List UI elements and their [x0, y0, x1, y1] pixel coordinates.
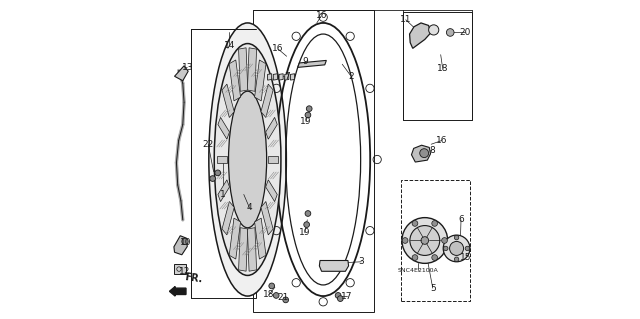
Ellipse shape — [454, 257, 459, 262]
Ellipse shape — [412, 255, 418, 260]
Polygon shape — [268, 74, 272, 80]
Ellipse shape — [228, 91, 267, 228]
Text: 19: 19 — [300, 117, 312, 126]
Ellipse shape — [209, 23, 286, 296]
Text: 22: 22 — [203, 140, 214, 149]
Ellipse shape — [214, 44, 281, 275]
Text: 11: 11 — [400, 15, 412, 24]
Ellipse shape — [269, 283, 275, 289]
Text: 18: 18 — [437, 63, 449, 72]
Ellipse shape — [429, 25, 439, 35]
Polygon shape — [266, 180, 277, 202]
Polygon shape — [255, 60, 266, 101]
Text: 16: 16 — [436, 136, 448, 145]
Polygon shape — [218, 180, 230, 202]
Polygon shape — [218, 117, 230, 139]
Text: 18: 18 — [264, 290, 275, 299]
Text: 8: 8 — [429, 146, 435, 155]
Polygon shape — [410, 23, 431, 48]
Text: 7: 7 — [284, 72, 290, 81]
Polygon shape — [175, 66, 188, 81]
Ellipse shape — [304, 222, 310, 227]
Polygon shape — [229, 218, 241, 259]
Polygon shape — [229, 60, 241, 101]
Polygon shape — [319, 261, 349, 271]
Ellipse shape — [337, 296, 343, 301]
Text: 14: 14 — [224, 41, 235, 50]
Text: 2: 2 — [348, 72, 354, 81]
Polygon shape — [174, 264, 186, 274]
Polygon shape — [222, 84, 234, 117]
Polygon shape — [248, 228, 257, 271]
Text: 15: 15 — [460, 253, 472, 262]
Ellipse shape — [420, 149, 429, 158]
Ellipse shape — [305, 112, 311, 118]
Ellipse shape — [182, 238, 188, 245]
Polygon shape — [412, 145, 431, 162]
Text: 19: 19 — [299, 228, 310, 237]
Ellipse shape — [283, 297, 289, 303]
Text: SNC4E2100A: SNC4E2100A — [397, 268, 438, 272]
Ellipse shape — [305, 211, 311, 216]
Ellipse shape — [444, 235, 470, 262]
Bar — [403, 12, 472, 120]
Polygon shape — [279, 74, 283, 80]
Polygon shape — [239, 228, 248, 271]
FancyArrow shape — [170, 286, 186, 296]
Polygon shape — [261, 84, 273, 117]
Ellipse shape — [447, 29, 454, 36]
Text: 6: 6 — [458, 215, 464, 224]
Polygon shape — [285, 74, 289, 80]
Polygon shape — [218, 156, 227, 163]
Ellipse shape — [402, 218, 447, 263]
Ellipse shape — [412, 220, 418, 226]
Polygon shape — [268, 156, 278, 163]
Ellipse shape — [432, 255, 438, 260]
Polygon shape — [248, 48, 257, 91]
Text: 9: 9 — [303, 57, 308, 66]
Ellipse shape — [444, 246, 448, 251]
Text: 17: 17 — [341, 292, 353, 300]
Ellipse shape — [465, 246, 470, 251]
Ellipse shape — [215, 170, 221, 176]
Text: 3: 3 — [358, 257, 364, 266]
Bar — [191, 29, 257, 298]
Text: 16: 16 — [273, 44, 284, 54]
Polygon shape — [222, 202, 234, 235]
Text: FR.: FR. — [184, 272, 204, 285]
Ellipse shape — [307, 106, 312, 112]
Polygon shape — [291, 74, 294, 80]
Polygon shape — [266, 117, 277, 139]
Bar — [253, 10, 374, 312]
Ellipse shape — [432, 220, 438, 226]
Polygon shape — [174, 236, 188, 255]
Ellipse shape — [335, 293, 341, 298]
Text: 16: 16 — [316, 11, 327, 20]
Ellipse shape — [403, 238, 408, 243]
Polygon shape — [255, 218, 266, 259]
Text: 12: 12 — [179, 267, 191, 276]
Ellipse shape — [273, 293, 279, 298]
Polygon shape — [239, 48, 248, 91]
Ellipse shape — [421, 237, 429, 244]
Ellipse shape — [210, 176, 216, 182]
Text: 1: 1 — [220, 190, 226, 199]
Ellipse shape — [410, 226, 440, 256]
Ellipse shape — [442, 238, 447, 243]
Ellipse shape — [454, 235, 459, 240]
Text: 5: 5 — [430, 284, 436, 293]
Text: 10: 10 — [180, 238, 191, 247]
Polygon shape — [261, 202, 273, 235]
Ellipse shape — [449, 241, 463, 256]
Text: 20: 20 — [460, 28, 471, 37]
Text: 4: 4 — [246, 203, 252, 212]
Bar — [401, 180, 470, 301]
Text: 21: 21 — [278, 293, 289, 302]
Text: 13: 13 — [182, 63, 193, 72]
Polygon shape — [273, 74, 278, 80]
Polygon shape — [298, 60, 326, 67]
